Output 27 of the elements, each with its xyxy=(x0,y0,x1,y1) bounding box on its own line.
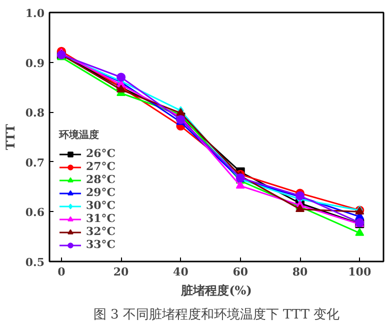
x-axis-title: 脏堵程度(%) xyxy=(180,284,252,298)
legend-label: 33°C xyxy=(86,238,116,251)
text: 图 3 不同脏堵程度和环境温度下 TTT 变化 xyxy=(93,306,340,322)
legend-label: 26°C xyxy=(86,147,116,160)
legend-label: 28°C xyxy=(86,173,116,186)
legend-label: 30°C xyxy=(86,199,116,212)
legend-title: 环境温度 xyxy=(59,128,100,142)
y-axis-title: TTT xyxy=(3,124,18,150)
x-tick-label: 80 xyxy=(292,266,308,278)
x-tick-label: 60 xyxy=(232,266,248,278)
y-tick-label: 0.7 xyxy=(25,156,45,170)
y-tick-label: 1.0 xyxy=(25,7,45,20)
x-tick-label: 40 xyxy=(173,266,189,278)
x-tick-label: 20 xyxy=(113,266,130,278)
legend-label: 27°C xyxy=(86,160,116,173)
point xyxy=(296,204,304,212)
point xyxy=(116,72,126,82)
legend-label: 31°C xyxy=(86,212,116,225)
point xyxy=(355,228,364,236)
y-tick-label: 0.5 xyxy=(25,256,45,269)
legend-label: 29°C xyxy=(86,186,116,199)
legend-label: 32°C xyxy=(86,225,116,238)
x-tick-label: 0 xyxy=(58,266,66,278)
x-tick-label: 100 xyxy=(348,266,372,278)
y-tick-label: 0.8 xyxy=(25,106,45,120)
y-tick-label: 0.9 xyxy=(25,56,45,70)
y-tick-label: 0.6 xyxy=(25,206,45,220)
